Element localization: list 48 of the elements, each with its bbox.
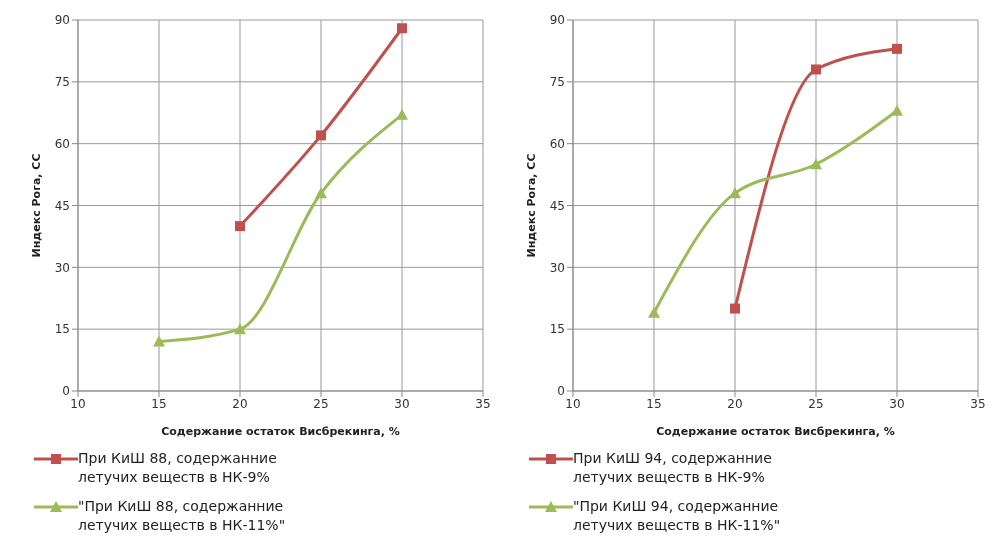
legend-label: При КиШ 94, содержанние летучих веществ в НК-9% <box>573 449 773 487</box>
y-axis-title: Индекс Рога, СС <box>524 153 538 258</box>
y-tick-label: 45 <box>549 198 565 213</box>
y-tick-label: 60 <box>54 136 70 151</box>
x-tick-label: 20 <box>727 396 743 411</box>
y-axis-title: Индекс Рога, СС <box>29 153 43 258</box>
point <box>891 104 903 116</box>
point <box>235 221 245 232</box>
x-tick-label: 35 <box>475 396 491 411</box>
x-tick-label: 10 <box>70 396 86 411</box>
y-tick-label: 90 <box>549 13 565 28</box>
point <box>811 64 821 75</box>
y-tick-label: 90 <box>54 13 70 28</box>
point <box>316 130 326 141</box>
point <box>315 187 327 199</box>
y-tick-label: 60 <box>549 136 565 151</box>
y-tick-label: 30 <box>549 260 565 275</box>
x-axis-title: Содержание остаток Висбрекинга, % <box>161 425 400 438</box>
legend-label: "При КиШ 88, содержанние летучих веществ в НК-11%" <box>78 497 287 535</box>
x-tick-label: 25 <box>313 396 329 411</box>
point <box>729 187 741 199</box>
y-tick-label: 0 <box>62 384 70 399</box>
point <box>153 335 165 347</box>
x-tick-label: 10 <box>565 396 581 411</box>
legend-label: "При КиШ 94, содержанние летучих веществ в НК-11%" <box>573 497 782 535</box>
point <box>396 108 408 120</box>
point <box>397 23 407 34</box>
y-tick-label: 15 <box>549 322 565 337</box>
x-tick-label: 25 <box>808 396 824 411</box>
y-tick-label: 30 <box>54 260 70 275</box>
point <box>234 323 246 335</box>
y-tick-label: 75 <box>54 75 70 90</box>
x-tick-label: 30 <box>889 396 905 411</box>
point <box>892 43 902 54</box>
x-tick-label: 35 <box>970 396 986 411</box>
x-tick-label: 30 <box>394 396 410 411</box>
legend-label: При КиШ 88, содержанние летучих веществ в НК-9% <box>78 449 278 487</box>
y-tick-label: 0 <box>557 384 565 399</box>
x-axis-title: Содержание остаток Висбрекинга, % <box>656 425 895 438</box>
point <box>810 158 822 170</box>
y-tick-label: 15 <box>54 322 70 337</box>
x-tick-label: 20 <box>232 396 248 411</box>
y-tick-label: 45 <box>54 198 70 213</box>
x-tick-label: 15 <box>151 396 167 411</box>
y-tick-label: 75 <box>549 75 565 90</box>
point <box>730 303 740 314</box>
point <box>648 306 660 318</box>
x-tick-label: 15 <box>646 396 662 411</box>
